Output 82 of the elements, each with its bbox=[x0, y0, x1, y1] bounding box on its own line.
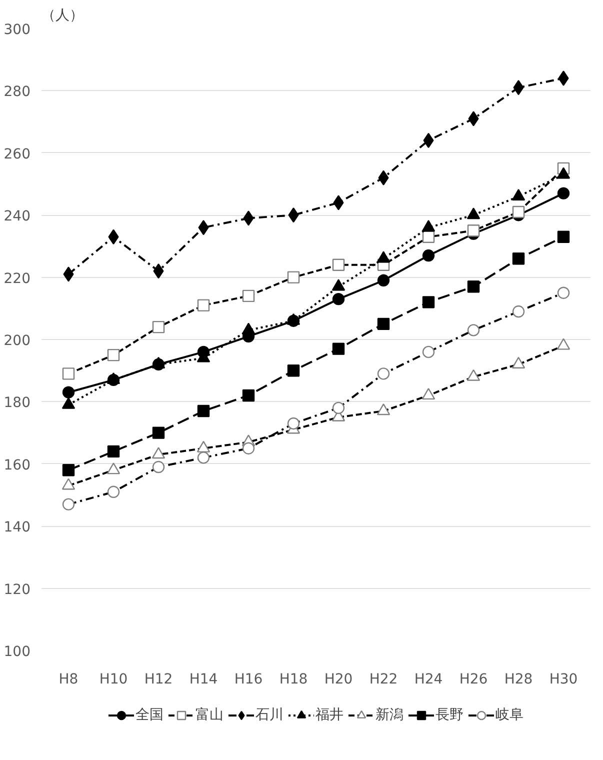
point bbox=[152, 320, 165, 334]
point bbox=[287, 271, 300, 284]
point bbox=[108, 229, 119, 244]
point bbox=[466, 369, 480, 381]
y-tick-label: 200 bbox=[4, 333, 31, 349]
legend-label: 石川 bbox=[256, 706, 284, 724]
y-tick-label: 120 bbox=[4, 582, 31, 598]
point bbox=[288, 208, 299, 223]
x-tick-label: H18 bbox=[279, 672, 308, 688]
x-tick-label: H28 bbox=[504, 672, 533, 688]
point bbox=[467, 280, 480, 293]
y-axis-title: （人） bbox=[42, 8, 84, 24]
x-tick-label: H24 bbox=[414, 672, 443, 688]
x-tick-label: H16 bbox=[234, 672, 263, 688]
point bbox=[422, 388, 436, 400]
legend-label: 富山 bbox=[196, 706, 224, 724]
point bbox=[332, 279, 346, 291]
point bbox=[196, 440, 210, 452]
y-tick-label: 280 bbox=[4, 84, 31, 100]
point bbox=[63, 266, 74, 282]
point bbox=[557, 187, 570, 200]
legend-label: 岐阜 bbox=[496, 706, 524, 724]
x-tick-label: H10 bbox=[99, 672, 128, 688]
point bbox=[332, 258, 345, 271]
y-tick-label: 300 bbox=[4, 22, 31, 38]
point bbox=[62, 368, 75, 380]
point bbox=[468, 111, 479, 126]
x-tick-label: H8 bbox=[58, 672, 78, 688]
point bbox=[152, 447, 166, 459]
point bbox=[466, 208, 480, 220]
point bbox=[332, 292, 345, 306]
y-tick-label: 140 bbox=[4, 520, 31, 536]
point bbox=[62, 386, 75, 398]
point bbox=[378, 170, 389, 186]
point bbox=[106, 372, 120, 384]
point bbox=[107, 445, 120, 458]
point bbox=[557, 230, 570, 243]
point bbox=[243, 210, 254, 226]
y-tick-label: 260 bbox=[4, 146, 31, 162]
y-tick-label: 220 bbox=[4, 270, 31, 287]
point bbox=[376, 404, 390, 416]
x-tick-label: H26 bbox=[459, 672, 488, 688]
point bbox=[242, 290, 255, 302]
point bbox=[242, 389, 255, 402]
point bbox=[377, 274, 390, 286]
point bbox=[376, 251, 390, 263]
legend-label: 新潟 bbox=[376, 706, 404, 724]
y-tick-label: 240 bbox=[4, 208, 31, 225]
point bbox=[242, 322, 256, 334]
legend-label: 全国 bbox=[136, 706, 164, 724]
x-tick-label: H20 bbox=[324, 672, 353, 688]
point bbox=[422, 296, 435, 308]
y-tick-label: 160 bbox=[4, 457, 31, 474]
point bbox=[106, 462, 120, 474]
point bbox=[422, 249, 435, 262]
point bbox=[512, 356, 526, 368]
point bbox=[512, 206, 525, 218]
legend-label: 福井 bbox=[316, 706, 344, 724]
point bbox=[558, 70, 569, 86]
point bbox=[62, 397, 76, 409]
y-tick-label: 180 bbox=[4, 395, 31, 412]
point bbox=[287, 417, 300, 430]
point bbox=[332, 342, 345, 355]
point bbox=[197, 404, 210, 418]
x-tick-label: H22 bbox=[369, 672, 398, 688]
x-tick-label: H14 bbox=[189, 672, 218, 688]
point bbox=[512, 252, 525, 265]
point bbox=[62, 478, 76, 490]
point bbox=[377, 318, 390, 330]
point bbox=[422, 220, 436, 232]
point bbox=[107, 348, 120, 362]
point bbox=[287, 364, 300, 377]
point bbox=[152, 426, 165, 439]
legend-label: 長野 bbox=[436, 706, 464, 724]
point bbox=[556, 338, 570, 350]
point bbox=[62, 464, 75, 476]
point bbox=[197, 299, 210, 312]
x-tick-label: H30 bbox=[549, 672, 578, 688]
y-tick-label: 100 bbox=[4, 644, 31, 660]
point bbox=[333, 195, 344, 210]
point bbox=[467, 224, 480, 237]
x-tick-label: H12 bbox=[144, 672, 173, 688]
